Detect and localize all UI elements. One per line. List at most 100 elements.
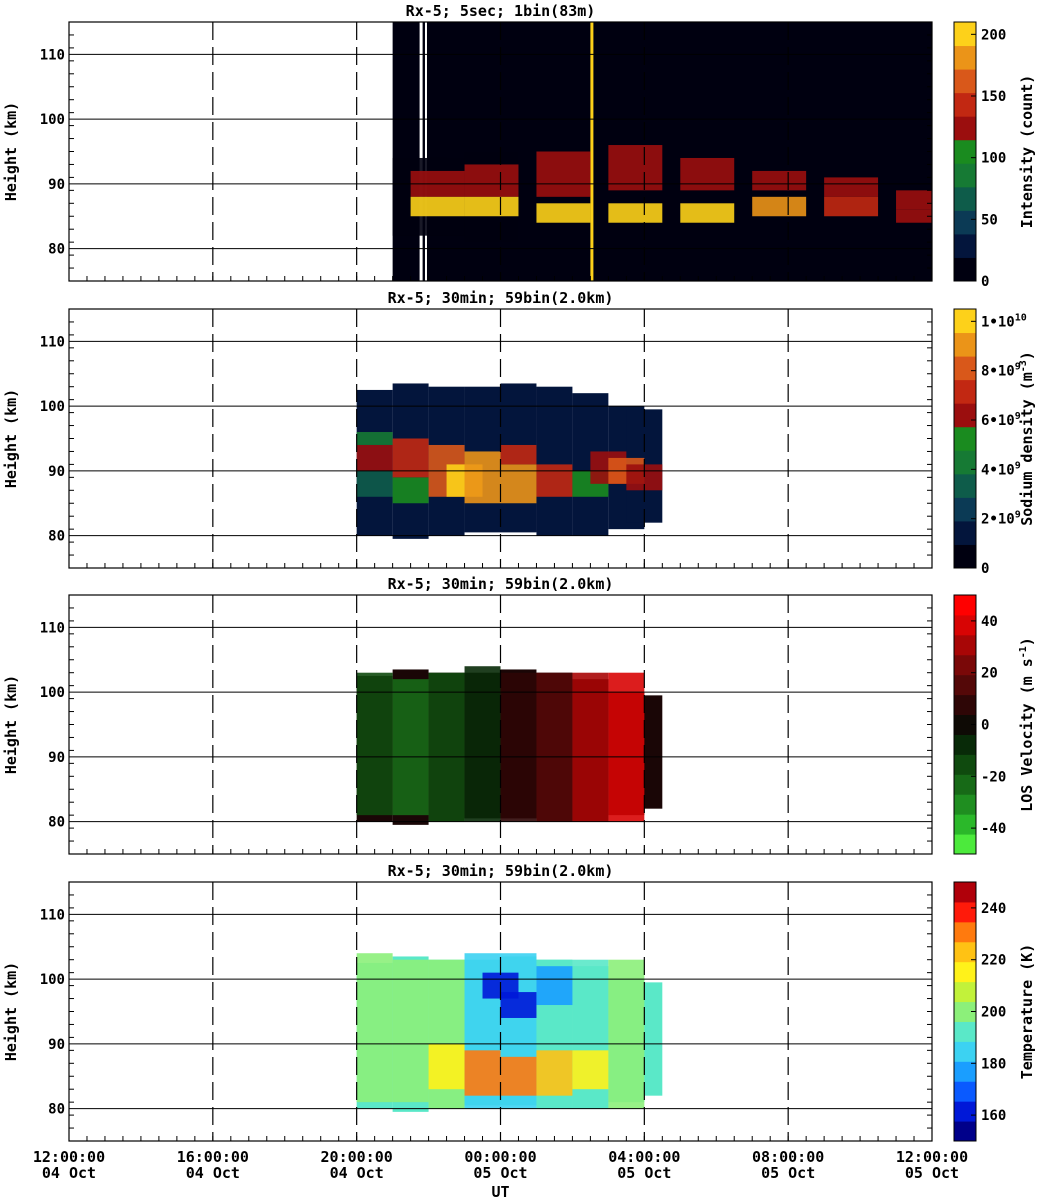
- y-tick-label: 90: [48, 750, 65, 766]
- colorbar-tick-label: 0: [981, 718, 989, 734]
- colorbar-tick-label: 160: [981, 1108, 1006, 1124]
- colorbar-segment: [954, 1021, 976, 1042]
- colorbar-segment: [954, 379, 976, 404]
- colorbar-tick-label: 100: [981, 151, 1006, 167]
- data-cell: [608, 203, 663, 223]
- y-tick-label: 80: [48, 529, 65, 545]
- y-tick-label: 80: [48, 242, 65, 258]
- data-cell: [536, 203, 591, 223]
- y-tick-label: 100: [40, 685, 65, 701]
- colorbar-tick-label: 50: [981, 212, 998, 228]
- colorbar-segment: [954, 595, 976, 616]
- colorbar-tick-label: 0: [981, 274, 989, 290]
- y-tick-label: 80: [48, 1102, 65, 1118]
- colorbar-segment: [954, 734, 976, 755]
- panel-title: Rx-5; 30min; 59bin(2.0km): [388, 575, 614, 593]
- colorbar-segment: [954, 163, 976, 188]
- y-axis-label: Height (km): [2, 102, 20, 201]
- colorbar-segment: [954, 403, 976, 428]
- colorbar-segment: [954, 694, 976, 716]
- colorbar-segment: [954, 139, 976, 164]
- colorbar-segment: [954, 1081, 976, 1102]
- y-tick-label: 90: [48, 1037, 65, 1053]
- x-tick-label-time: 00:00:00: [464, 1148, 536, 1166]
- x-tick-label-date: 04 Oct: [186, 1164, 240, 1182]
- colorbar-segment: [954, 1061, 976, 1082]
- colorbar: 160 180 200 220 240 Temperature (K): [953, 881, 1036, 1142]
- colorbar-segment: [954, 614, 976, 636]
- data-layer: [356, 666, 663, 825]
- data-cell: [428, 672, 465, 822]
- panel-title: Rx-5; 30min; 59bin(2.0km): [388, 289, 614, 307]
- x-tick-label-date: 04 Oct: [330, 1164, 384, 1182]
- colorbar-segment: [954, 356, 976, 381]
- data-cell: [464, 164, 519, 197]
- colorbar-segment: [954, 674, 976, 696]
- colorbar-tick-label: 2•109: [981, 510, 1021, 528]
- data-cell: [464, 451, 501, 504]
- colorbar-label: Temperature (K): [1018, 944, 1036, 1079]
- colorbar-frame: [953, 308, 977, 569]
- colorbar-segment: [954, 941, 976, 963]
- x-tick-label-time: 04:00:00: [608, 1148, 680, 1166]
- x-tick-label-time: 20:00:00: [321, 1148, 393, 1166]
- data-layer: [356, 383, 663, 539]
- colorbar-tick-label: 200: [981, 1005, 1006, 1021]
- data-cell: [536, 151, 591, 197]
- y-tick-label: 110: [40, 47, 65, 63]
- data-cell: [536, 464, 573, 497]
- y-tick-label: 110: [40, 620, 65, 636]
- colorbar-tick-label: -20: [981, 769, 1006, 785]
- data-cell: [464, 196, 519, 217]
- colorbar-tick-label: 1•1010: [981, 312, 1027, 330]
- colorbar-segment: [954, 332, 976, 357]
- data-cell: [896, 209, 932, 223]
- colorbar-segment: [954, 520, 976, 545]
- data-cell: [356, 672, 393, 816]
- colorbar-segment: [954, 450, 976, 475]
- data-gap: [424, 22, 427, 281]
- y-tick-label: 110: [40, 907, 65, 923]
- panel-title: Rx-5; 5sec; 1bin(83m): [406, 2, 596, 20]
- data-layer: [392, 22, 932, 281]
- data-cell: [824, 196, 879, 217]
- panel-title: Rx-5; 30min; 59bin(2.0km): [388, 862, 614, 880]
- colorbar-segment: [954, 309, 976, 334]
- x-tick-label-time: 08:00:00: [752, 1148, 824, 1166]
- data-cell: [536, 672, 573, 822]
- colorbar: 0 2•109 4•109 6•109 8•109 1•1010 Sodium densit…: [953, 308, 1036, 577]
- colorbar-segment: [954, 882, 976, 903]
- data-cell: [392, 959, 429, 1103]
- colorbar-label: LOS Velocity (m s-1): [1018, 637, 1036, 812]
- data-cell: [680, 203, 735, 223]
- data-cell: [608, 145, 663, 191]
- data-cell: [572, 1050, 609, 1090]
- data-gap: [419, 22, 423, 281]
- colorbar-segment: [954, 233, 976, 258]
- x-tick-label-date: 05 Oct: [905, 1164, 959, 1182]
- colorbar-segment: [954, 1101, 976, 1122]
- colorbar-tick-label: 8•109: [981, 362, 1021, 380]
- colorbar-segment: [954, 210, 976, 235]
- colorbar-tick-label: 40: [981, 614, 998, 630]
- colorbar-segment: [954, 1001, 976, 1022]
- y-tick-label: 110: [40, 334, 65, 350]
- x-tick-label-date: 05 Oct: [473, 1164, 527, 1182]
- colorbar-tick-label: 240: [981, 901, 1006, 917]
- colorbar-segment: [954, 186, 976, 211]
- y-tick-label: 80: [48, 815, 65, 831]
- panel-4: Rx-5; 30min; 59bin(2.0km) 80 90 100 110 Heigh…: [2, 862, 1036, 1142]
- data-cell: [500, 992, 537, 1018]
- colorbar-segment: [954, 654, 976, 676]
- y-axis-label: Height (km): [2, 962, 20, 1061]
- data-cell: [356, 444, 393, 471]
- x-tick-label-date: 04 Oct: [42, 1164, 96, 1182]
- colorbar-segment: [954, 961, 976, 983]
- y-tick-label: 90: [48, 177, 65, 193]
- colorbar-segment: [954, 69, 976, 94]
- data-layer: [356, 953, 663, 1112]
- colorbar-segment: [954, 774, 976, 795]
- colorbar-tick-label: 150: [981, 89, 1006, 105]
- x-axis-label: UT: [491, 1183, 509, 1200]
